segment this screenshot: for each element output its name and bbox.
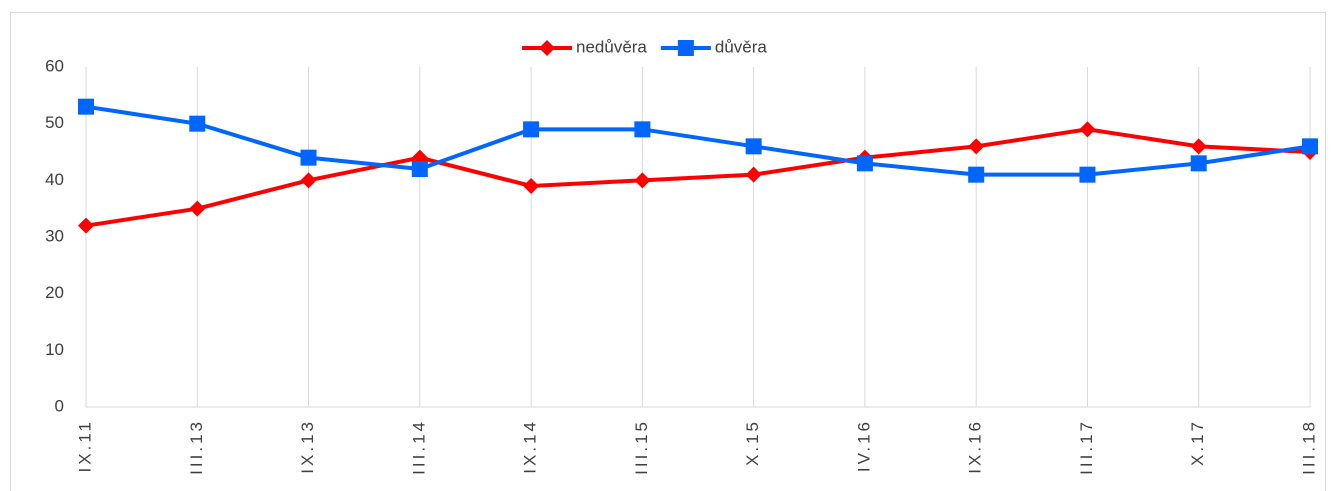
data-point xyxy=(634,172,651,189)
data-point xyxy=(189,200,206,217)
series-line xyxy=(85,104,1311,177)
data-point xyxy=(300,149,317,166)
legend-marker xyxy=(677,40,694,56)
data-point xyxy=(78,217,94,234)
x-tick-label: IX.11 xyxy=(75,419,94,472)
y-tick-label: 50 xyxy=(45,113,64,132)
x-tick-label: III.15 xyxy=(632,419,651,475)
data-point xyxy=(523,121,540,138)
y-tick-label: 20 xyxy=(45,283,64,302)
x-tick-label: IX.14 xyxy=(521,419,540,474)
data-point xyxy=(411,161,428,177)
legend-label: důvěra xyxy=(715,37,768,56)
x-tick-label: IX.13 xyxy=(298,419,317,474)
series-line xyxy=(85,127,1311,228)
data-point xyxy=(745,138,762,155)
data-point xyxy=(523,178,540,194)
x-tick-label: X.15 xyxy=(743,419,762,466)
data-point xyxy=(300,172,317,189)
data-point xyxy=(189,115,206,132)
y-tick-label: 0 xyxy=(55,396,64,415)
x-tick-label: III.14 xyxy=(409,419,428,475)
x-tick-label: III.13 xyxy=(187,419,206,475)
data-point xyxy=(1079,166,1096,183)
y-tick-label: 60 xyxy=(45,56,64,75)
data-point xyxy=(968,166,985,183)
data-point xyxy=(1190,155,1207,172)
y-tick-label: 10 xyxy=(45,340,64,359)
x-tick-label: III.17 xyxy=(1077,419,1096,475)
y-tick-label: 30 xyxy=(45,226,64,245)
data-point xyxy=(1190,138,1207,155)
x-tick-label: X.17 xyxy=(1188,419,1207,466)
legend-item: důvěra xyxy=(660,37,768,56)
legend-label: nedůvěra xyxy=(576,37,647,56)
data-point xyxy=(856,155,873,172)
data-point xyxy=(1079,121,1096,138)
x-tick-label: IV.16 xyxy=(854,419,873,472)
x-tick-label: IX.16 xyxy=(966,419,985,474)
data-point xyxy=(634,121,651,138)
chart-frame xyxy=(10,12,1326,491)
data-point xyxy=(1302,138,1318,155)
data-point xyxy=(78,98,94,115)
y-tick-label: 40 xyxy=(45,170,64,189)
x-tick-label: III.18 xyxy=(1299,419,1318,475)
data-point xyxy=(968,138,985,155)
legend-item: nedůvěra xyxy=(522,37,647,56)
data-point xyxy=(745,166,762,183)
legend-marker xyxy=(539,40,555,56)
